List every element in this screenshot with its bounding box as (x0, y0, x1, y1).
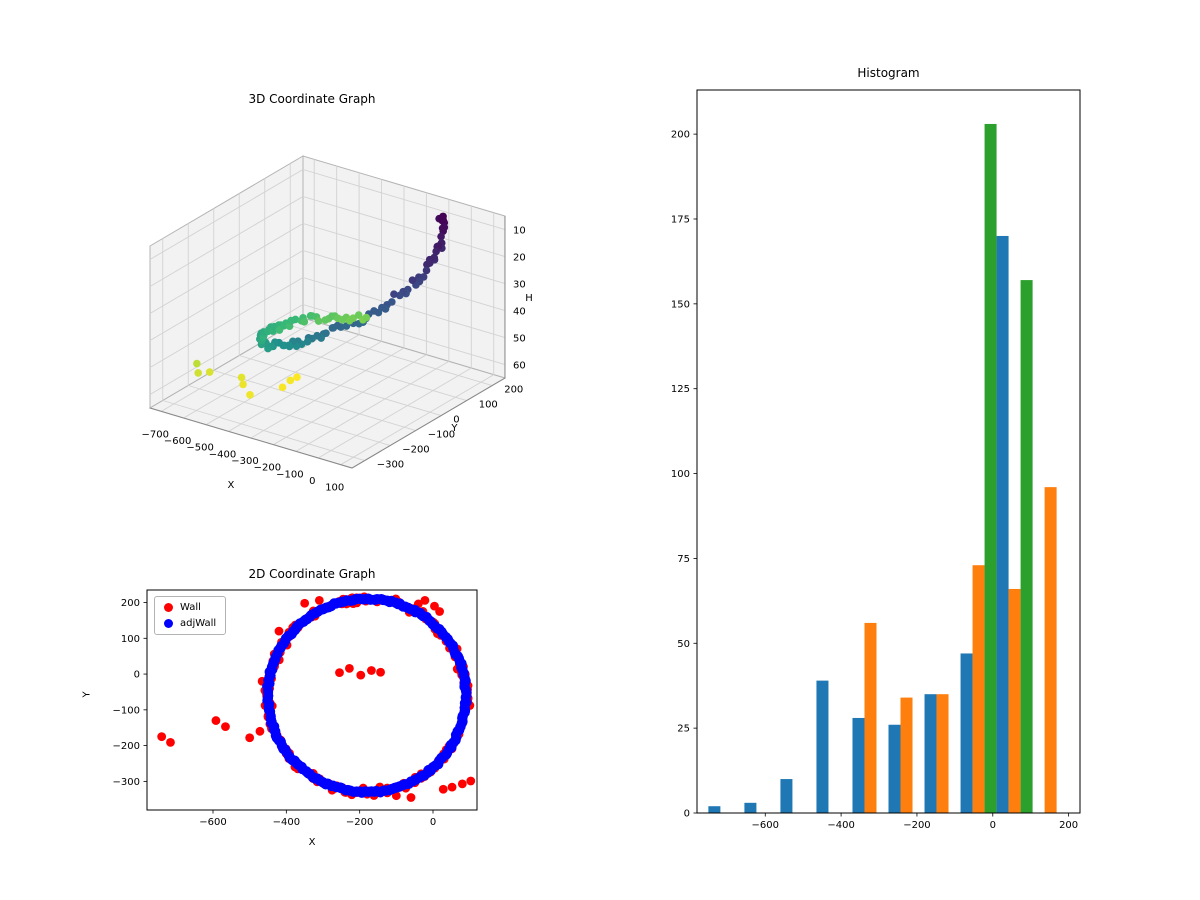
svg-text:50: 50 (677, 639, 690, 650)
legend-label-adjwall: adjWall (180, 618, 217, 629)
plot3d-xaxis-label: X (228, 480, 235, 491)
svg-text:−300: −300 (231, 456, 258, 467)
plot2d-legend: Wall adjWall (154, 596, 227, 635)
legend-item-adjwall: adjWall (164, 618, 216, 629)
plot2d-title: 2D Coordinate Graph (248, 567, 376, 581)
svg-text:175: 175 (671, 214, 690, 225)
svg-text:−100: −100 (113, 705, 140, 716)
svg-text:100: 100 (671, 469, 690, 480)
svg-text:0: 0 (134, 670, 140, 681)
svg-text:0: 0 (309, 476, 315, 487)
svg-text:−600: −600 (164, 436, 191, 447)
svg-text:−200: −200 (903, 820, 930, 831)
svg-text:−200: −200 (113, 741, 140, 752)
svg-text:100: 100 (479, 400, 498, 411)
plot2d-xaxis-label: X (308, 837, 316, 848)
svg-text:200: 200 (1059, 820, 1078, 831)
svg-text:−100: −100 (428, 430, 455, 441)
svg-text:75: 75 (677, 554, 690, 565)
histogram-title: Histogram (857, 66, 920, 80)
svg-text:−300: −300 (113, 777, 140, 788)
svg-text:−700: −700 (141, 429, 168, 440)
svg-text:−400: −400 (273, 817, 300, 828)
histogram-axes: −600 −400 −200 0 200 0 25 50 75 100 125 150 175 200 (671, 89, 1081, 831)
svg-text:−400: −400 (827, 820, 854, 831)
plot3d-yaxis-label: Y (450, 423, 458, 434)
svg-text:100: 100 (325, 483, 344, 494)
svg-text:150: 150 (671, 299, 690, 310)
svg-text:50: 50 (513, 334, 526, 345)
svg-text:200: 200 (671, 130, 690, 141)
svg-text:−200: −200 (346, 817, 373, 828)
svg-text:40: 40 (513, 307, 526, 318)
svg-text:−300: −300 (377, 460, 404, 471)
wall-marker-icon (164, 603, 173, 612)
svg-text:200: 200 (121, 598, 140, 609)
svg-text:−200: −200 (254, 463, 281, 474)
svg-text:−600: −600 (752, 820, 779, 831)
svg-text:100: 100 (121, 634, 140, 645)
svg-text:−200: −200 (402, 445, 429, 456)
legend-item-wall: Wall (164, 602, 216, 613)
svg-text:−600: −600 (199, 817, 226, 828)
svg-text:0: 0 (453, 415, 459, 426)
svg-text:125: 125 (671, 384, 690, 395)
plot2d-axes: −600 −400 −200 0 200 100 0 −100 −200 −300 (113, 589, 478, 828)
svg-text:25: 25 (677, 724, 690, 735)
plot3d-title: 3D Coordinate Graph (248, 92, 376, 106)
svg-text:−100: −100 (276, 469, 303, 480)
svg-text:−400: −400 (209, 449, 236, 460)
svg-text:0: 0 (430, 817, 436, 828)
svg-text:60: 60 (513, 361, 526, 372)
svg-text:10: 10 (513, 226, 526, 237)
svg-text:0: 0 (684, 809, 690, 820)
svg-text:200: 200 (504, 385, 523, 396)
svg-text:0: 0 (990, 820, 996, 831)
legend-label-wall: Wall (180, 602, 201, 613)
plot3d-zaxis-label: H (525, 293, 533, 304)
svg-text:20: 20 (513, 253, 526, 264)
plot3d-axes: −700−600−500−400−300−200−1000100−300−200… (141, 155, 533, 494)
adjwall-marker-icon (164, 619, 173, 628)
svg-text:30: 30 (513, 280, 526, 291)
svg-text:−500: −500 (186, 443, 213, 454)
plot2d-yaxis-label: Y (81, 691, 93, 698)
